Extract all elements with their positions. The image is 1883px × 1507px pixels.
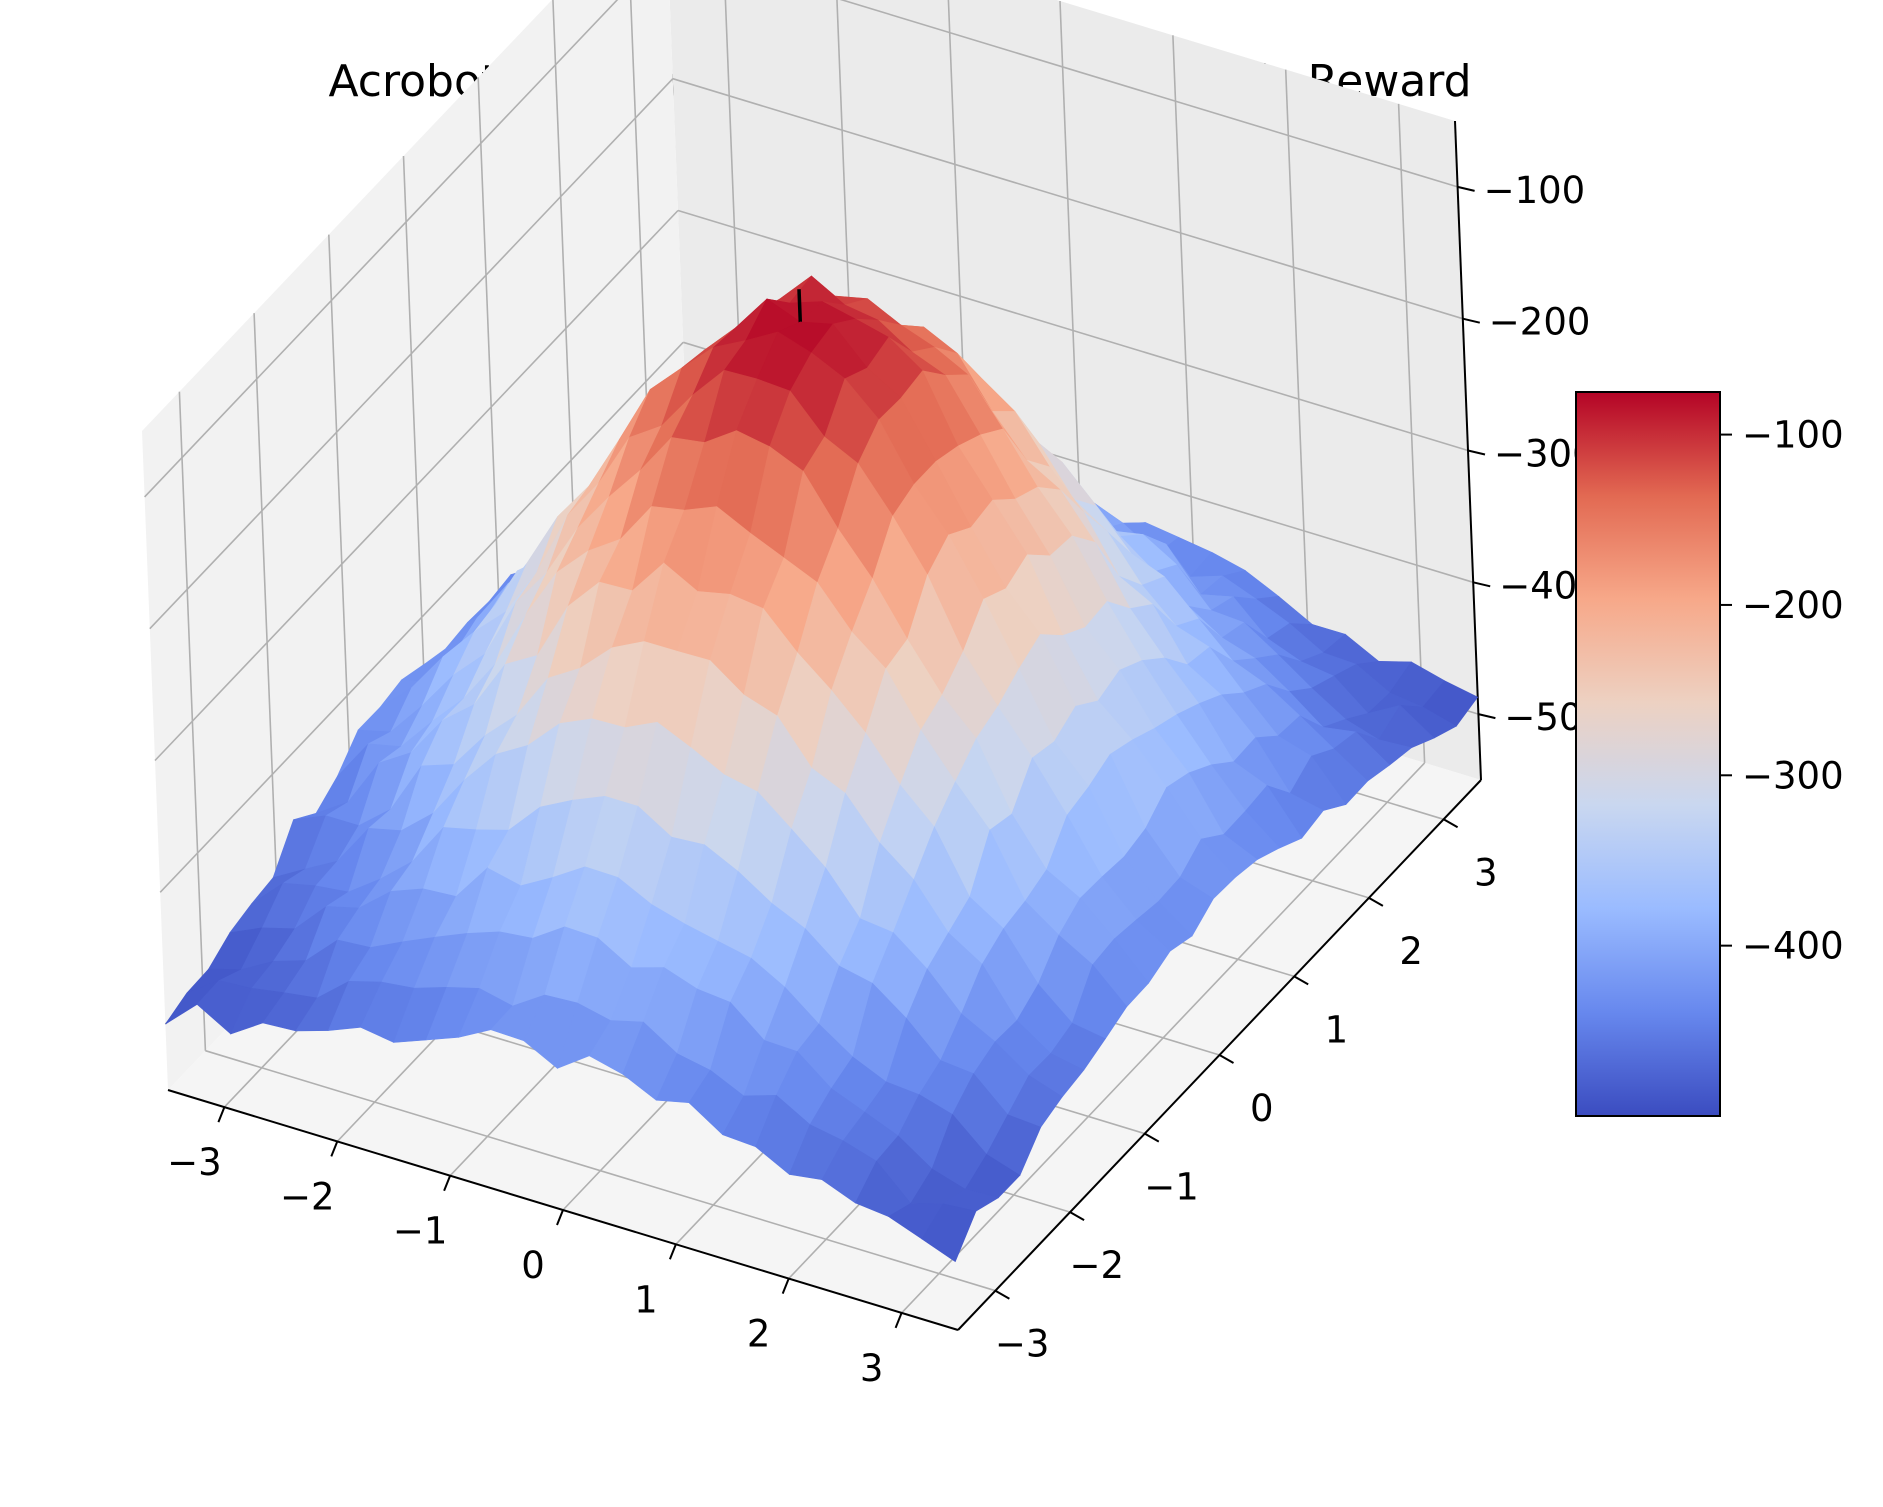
- back-gridline: [839, 0, 1458, 188]
- z-tick-mark: [1462, 317, 1481, 324]
- x-tick-mark: [330, 1141, 339, 1157]
- z-tick-mark: [1472, 581, 1491, 588]
- colorbar-tick-label: −400: [1742, 925, 1844, 968]
- surface-mesh: [165, 275, 1479, 1263]
- x-tick-label: 2: [747, 1313, 771, 1356]
- side-gridline: [159, 341, 684, 893]
- y-tick-mark: [994, 1289, 1010, 1300]
- back-gridline: [672, 77, 1464, 320]
- y-tick-mark: [1443, 818, 1459, 829]
- x-tick-label: 3: [860, 1347, 884, 1390]
- z-tick-label: −100: [1484, 169, 1586, 212]
- y-tick-label: −2: [1070, 1244, 1125, 1287]
- y-tick-mark: [1069, 1211, 1085, 1221]
- x-tick-label: 0: [521, 1244, 545, 1287]
- colorbar-tick-label: −100: [1742, 414, 1844, 457]
- x-tick-mark: [556, 1209, 564, 1226]
- z-tick-mark: [1478, 713, 1496, 720]
- x-tick-label: −1: [393, 1210, 448, 1253]
- side-gridline: [154, 209, 679, 762]
- z-tick-mark: [1467, 449, 1486, 456]
- x-tick-mark: [443, 1175, 452, 1192]
- y-tick-mark: [1144, 1132, 1160, 1143]
- floor-gridline: [901, 762, 1426, 1314]
- x-tick-mark: [894, 1312, 903, 1329]
- y-tick-label: −1: [1144, 1166, 1199, 1209]
- side-gridline: [149, 78, 674, 630]
- z-tick-label: −200: [1489, 301, 1591, 344]
- x-tick-mark: [217, 1106, 226, 1123]
- x-tick-label: −2: [280, 1175, 335, 1218]
- y-tick-mark: [1293, 975, 1309, 986]
- y-tick-label: 0: [1250, 1087, 1274, 1130]
- y-tick-mark: [1368, 897, 1384, 907]
- y-tick-label: 1: [1325, 1008, 1349, 1051]
- x-tick-mark: [781, 1278, 790, 1294]
- y-tick-label: −3: [995, 1323, 1050, 1366]
- surface-face: [921, 1203, 977, 1263]
- y-tick-label: 3: [1474, 851, 1498, 894]
- side-pane: [142, 0, 691, 1090]
- z-tick-mark: [1457, 185, 1475, 192]
- x-tick-label: 1: [634, 1278, 658, 1321]
- x-tick-mark: [668, 1243, 677, 1260]
- y-tick-mark: [1219, 1054, 1234, 1064]
- colorbar-tick-label: −300: [1742, 754, 1844, 797]
- side-gridline: [144, 0, 619, 498]
- colorbar: −400 −300 −200 −100: [1575, 391, 1844, 1117]
- y-tick-label: 2: [1399, 930, 1423, 973]
- colorbar-tick-label: −200: [1742, 584, 1844, 627]
- x-tick-label: −3: [167, 1141, 222, 1184]
- colorbar-gradient: [1575, 391, 1721, 1117]
- back-gridline: [677, 209, 1469, 452]
